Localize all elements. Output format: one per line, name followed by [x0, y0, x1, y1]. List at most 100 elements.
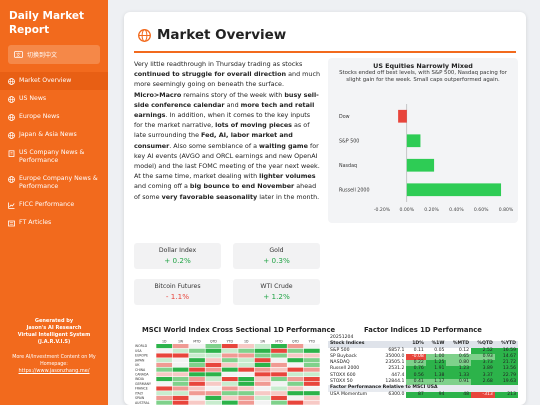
heatmap-cell	[287, 400, 304, 405]
heatmap-cell	[221, 353, 238, 358]
sidebar-item-us-company-news-performance[interactable]: US Company News & Performance	[0, 144, 108, 170]
heatmap-cell	[156, 372, 173, 377]
heatmap-cell	[156, 395, 173, 400]
table-header-cell: %1W	[425, 341, 447, 348]
table-cell: -313	[471, 391, 495, 398]
sidebar-item-japan-asia-news[interactable]: Japan & Asia News	[0, 126, 108, 144]
sidebar-item-label: Market Overview	[19, 77, 72, 84]
sidebar-item-us-news[interactable]: US News	[0, 90, 108, 108]
heatmap-cell	[303, 386, 320, 391]
heatmap-column-label: MTD	[193, 340, 201, 344]
homepage-link[interactable]: https://www.jasonzhang.me/	[18, 368, 90, 374]
table-cell: 1.33	[446, 372, 472, 380]
heatmap-row-label: CANADA	[135, 373, 149, 377]
sidebar-item-label: US News	[19, 95, 47, 102]
stat-card-gold: Gold + 0.3%	[233, 243, 320, 269]
narrative-highlight: more tech and retail earnings	[134, 100, 315, 120]
heatmap-cell	[156, 391, 173, 396]
heatmap-cell	[172, 381, 189, 386]
table-cell: 0.93	[471, 353, 495, 361]
table-row: STOXX 600 447.4 0.56 1.38 1.33 3.37 22.79	[328, 372, 518, 380]
narrative-text: ahead of some	[134, 182, 317, 201]
heatmap-cell	[303, 377, 320, 382]
sidebar-item-ft-articles[interactable]: FT Articles	[0, 214, 108, 232]
stat-value: + 0.3%	[263, 256, 290, 265]
heatmap-cell	[205, 358, 222, 363]
heatmap-cell	[156, 353, 173, 358]
heatmap-cell	[172, 344, 189, 349]
table-cell: 3.37	[471, 372, 495, 380]
table-cell: 16.59	[494, 347, 518, 354]
generated-by-label: Generated by	[34, 318, 74, 324]
table-cell: 94	[425, 391, 447, 398]
heatmap-cell	[189, 367, 205, 372]
narrative-highlight: very favorable seasonality	[161, 192, 258, 201]
table-cell: S&P 500	[330, 347, 350, 353]
narrative-highlight: lots of moving pieces	[215, 121, 292, 130]
narrative-highlight: waiting game	[259, 141, 308, 150]
table-cell: 23505.1	[385, 360, 405, 366]
x-tick-label: -0.20%	[374, 207, 391, 213]
sidebar-item-ficc-performance[interactable]: FICC Performance	[0, 196, 108, 214]
heatmap-cell	[172, 362, 189, 367]
system-name: Virtual Intelligent System	[17, 332, 91, 338]
heatmap-cell	[221, 386, 238, 391]
heatmap-column-label: QTD	[292, 340, 299, 344]
table-cell: 447.4	[391, 372, 405, 378]
market-overview-card: Market Overview Very little readthrough …	[124, 12, 526, 405]
table-cell: 87	[406, 391, 426, 398]
stat-card-dollar-index: Dollar Index + 0.2%	[134, 243, 221, 269]
heatmap-row-label: SPAIN	[135, 396, 145, 400]
narrative-text: . In addition, when it comes to the key …	[134, 111, 311, 130]
heatmap-cell	[287, 358, 304, 363]
heatmap-cell	[287, 367, 304, 372]
table-cell: 3.89	[471, 366, 495, 373]
heatmap-cell	[205, 353, 222, 358]
svg-text:文: 文	[16, 51, 21, 58]
stat-label: Gold	[269, 247, 284, 254]
table-row: Russell 2000 2531.2 0.76 1.91 1.23 3.89 13.56	[328, 366, 518, 373]
heatmap-cell	[221, 377, 238, 382]
chart-icon	[8, 202, 15, 209]
sidebar-item-europe-company-news-performance[interactable]: Europe Company News & Performance	[0, 170, 108, 196]
title-divider	[134, 51, 516, 53]
heatmap-column-label: 1D	[162, 340, 167, 344]
heatmap-column-label: YTD	[227, 340, 234, 344]
stat-label: Bitcoin Futures	[154, 283, 201, 290]
heatmap-cell	[238, 362, 255, 367]
heatmap-cell	[287, 353, 304, 358]
table-header-cell: 1D%	[406, 341, 426, 348]
heatmap-cell	[254, 353, 271, 358]
heatmap-cell	[205, 348, 222, 353]
heatmap-cell	[238, 391, 255, 396]
system-acronym: (J.A.R.V.I.S)	[37, 339, 71, 345]
table-cell: 0.41	[406, 379, 426, 386]
heatmap-cell	[189, 353, 205, 358]
narrative-text: Very little readthrough in Thursday trad…	[134, 60, 303, 68]
heatmap-cell	[189, 400, 205, 405]
heatmap-cell	[189, 391, 205, 396]
building-icon	[8, 149, 15, 157]
narrative-text: as of late surrounding the	[134, 121, 310, 140]
heatmap-cell	[287, 362, 304, 367]
heatmap-cell	[205, 372, 222, 377]
author-name: Jason's AI Research	[26, 325, 82, 331]
main-area: Market Overview Very little readthrough …	[108, 0, 540, 405]
heatmap-cell	[287, 395, 304, 400]
globe-icon	[8, 77, 15, 85]
heatmap-row-label: JAPAN	[134, 358, 145, 362]
stat-label: Dollar Index	[158, 247, 197, 254]
sidebar-footer: Generated by Jason's AI Research Virtual…	[0, 318, 108, 375]
heatmap-cell	[221, 395, 238, 400]
sidebar-item-europe-news[interactable]: Europe News	[0, 108, 108, 126]
table-cell: 0.12	[458, 347, 470, 353]
sidebar-item-market-overview[interactable]: Market Overview	[0, 72, 108, 90]
heatmap-cell	[189, 372, 205, 377]
msci-title: MSCI World Index Cross Sectional 1D Perf…	[142, 326, 336, 334]
stat-label: WTI Crude	[260, 283, 293, 290]
table-cell: 2.52	[471, 347, 495, 354]
heatmap-cell	[156, 386, 173, 391]
heatmap-cell	[156, 344, 173, 349]
language-toggle-button[interactable]: 文 切换到中文	[8, 45, 100, 64]
narrative-text: and coming off a	[134, 182, 190, 191]
